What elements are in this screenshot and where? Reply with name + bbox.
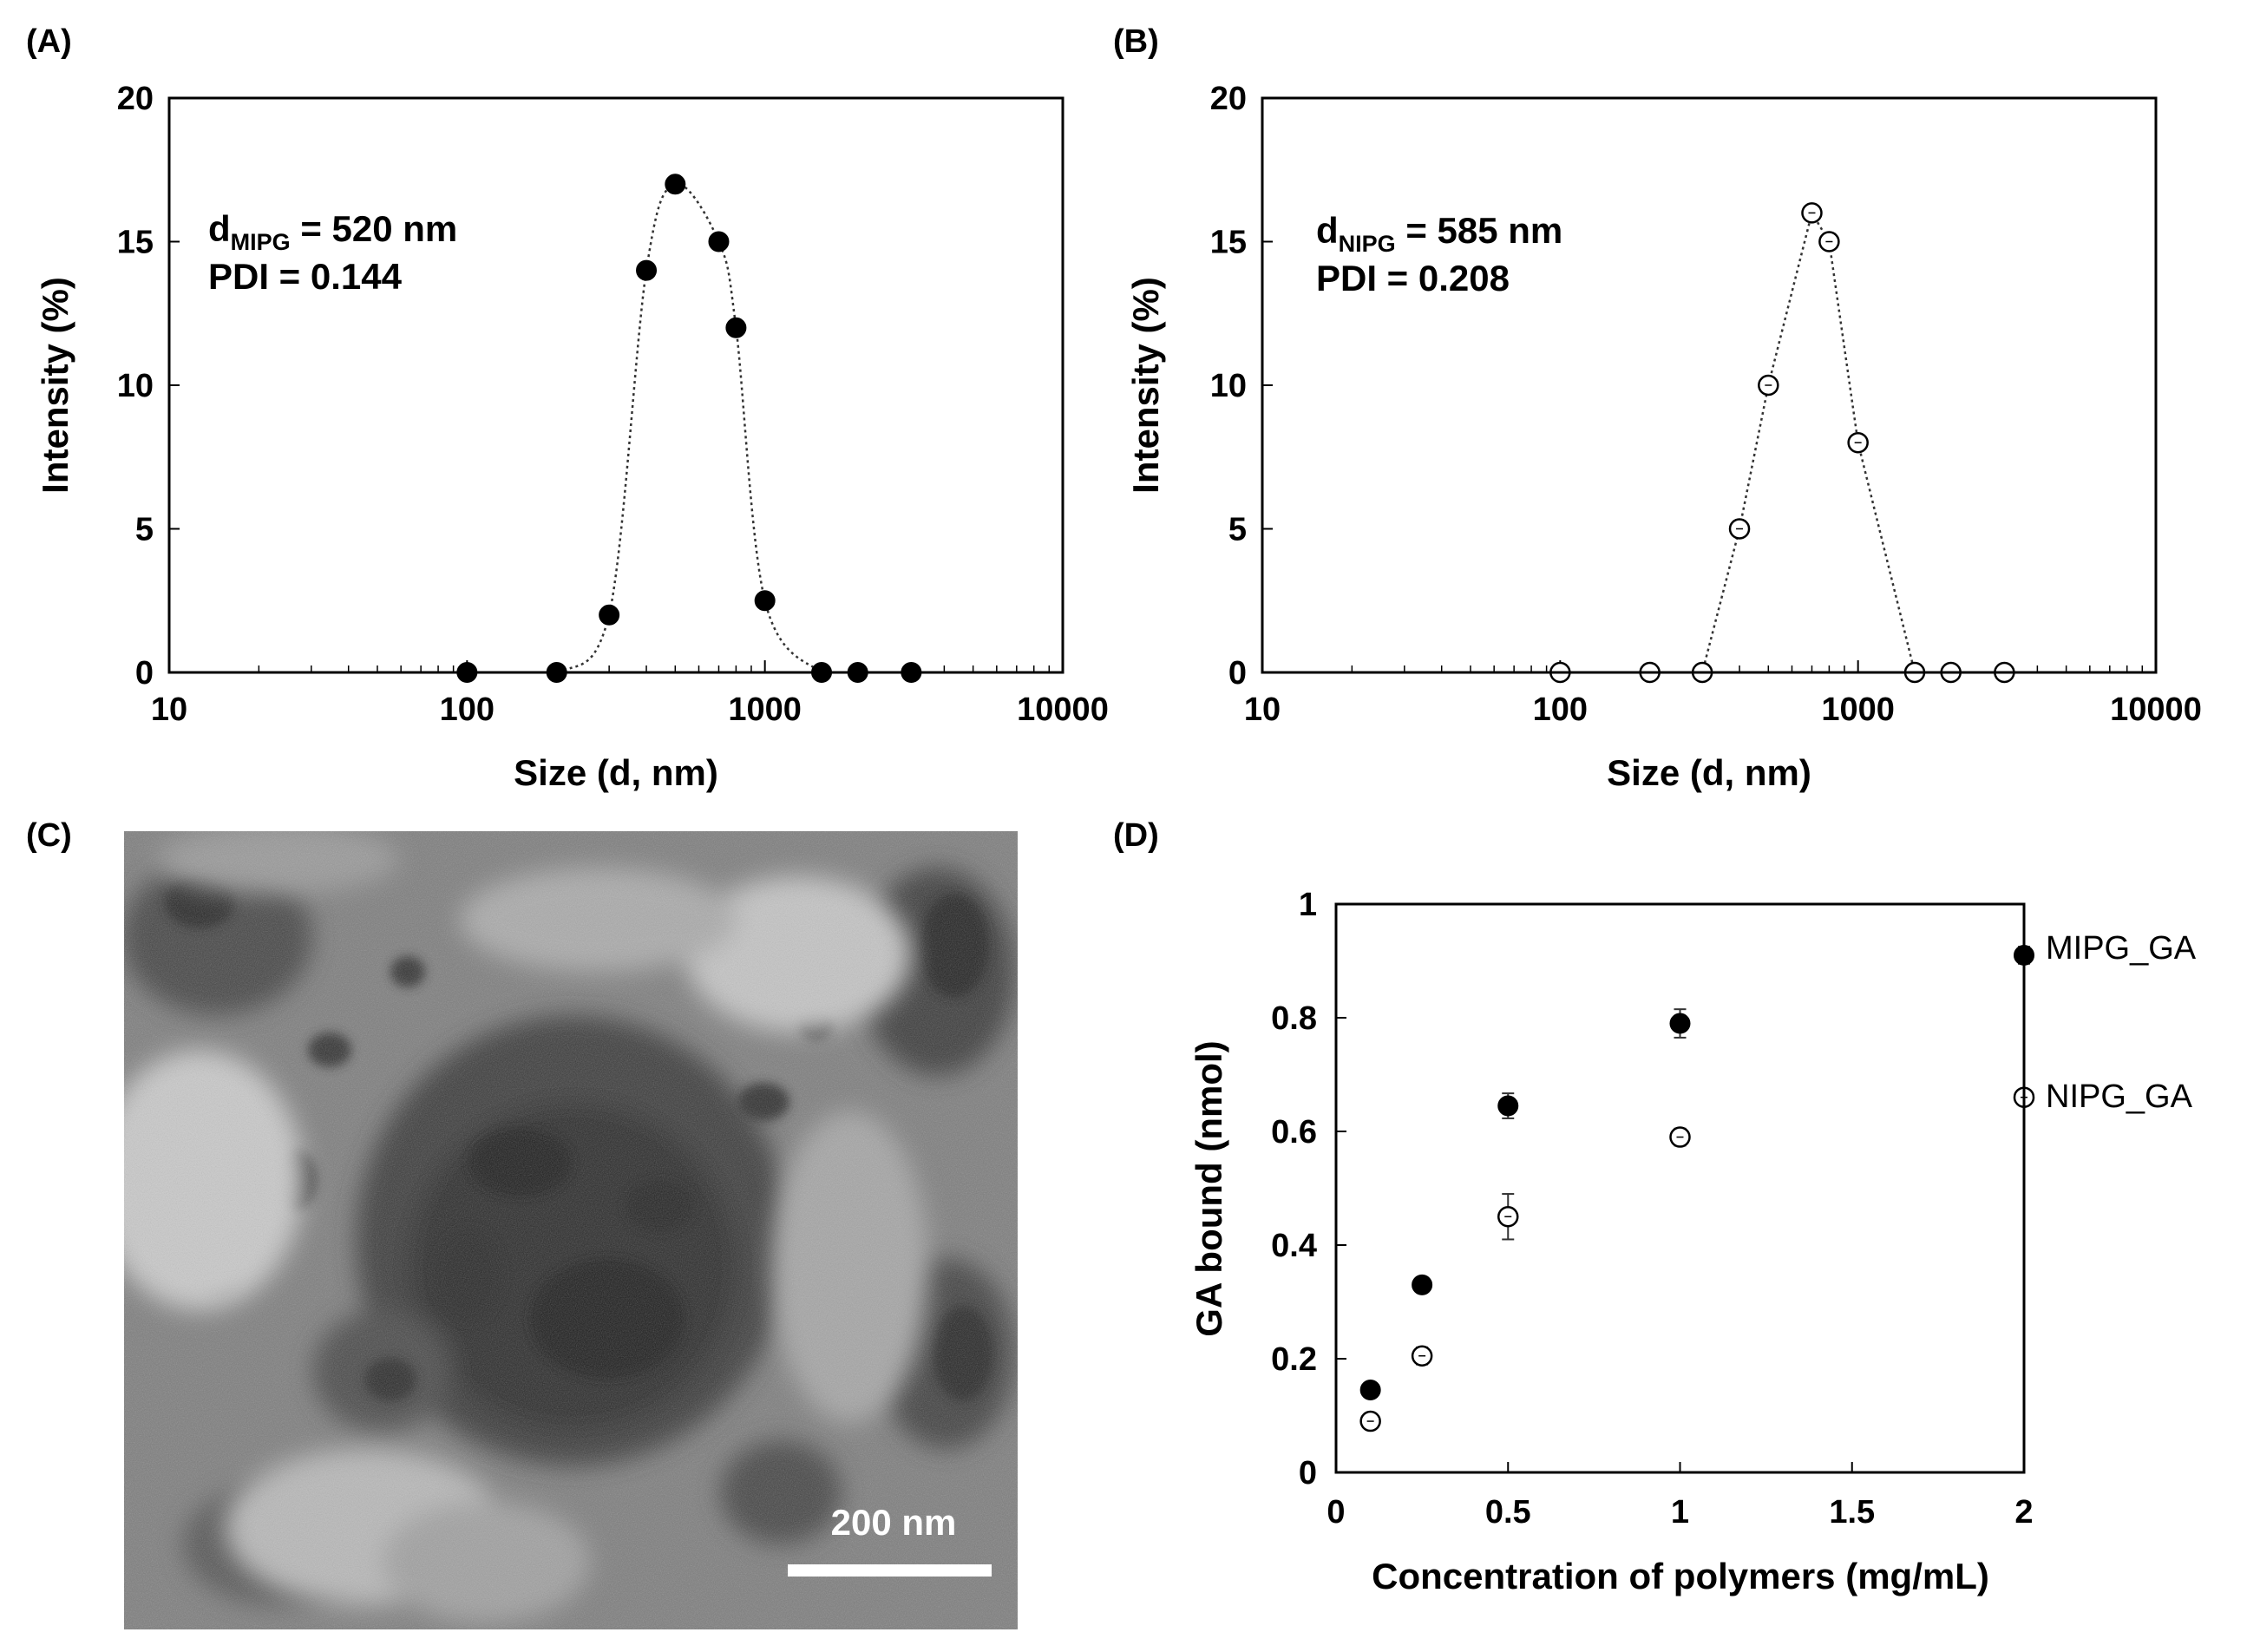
y-tick-label-b-2: 10 [1210,368,1247,404]
y-tick-label-a-0: 0 [135,655,154,692]
y-tick-label-d-0: 0 [1299,1455,1317,1491]
y-axis-label-a: Intensity (%) [35,277,75,494]
scale-bar-label: 200 nm [831,1502,957,1543]
x-tick-label-b-1: 100 [1533,692,1588,728]
plot-frame-d [1334,902,2026,1474]
y-tick-label-d-5: 1 [1299,887,1317,923]
x-tick-label-d-1: 0.5 [1485,1494,1531,1531]
y-tick-label-a-3: 15 [117,225,154,261]
data-point-a-4 [665,174,686,195]
axis-ticks-d: 0 0.2 0.4 0.6 0.8 1 0 0.5 1 1.5 2 [1271,887,2033,1531]
annotation-d-prefix-b: d [1316,210,1339,251]
points-b [1549,202,2015,684]
series-line-b [1560,210,2005,674]
y-tick-label-a-2: 10 [117,368,154,404]
x-tick-label-b-2: 1000 [1821,692,1895,728]
y-axis-label-d: GA bound (nmol) [1189,1040,1229,1336]
plot-frame-a [167,96,1064,674]
x-tick-label-b-0: 10 [1244,692,1281,728]
y-tick-label-d-1: 0.2 [1271,1341,1317,1378]
y-tick-label-d-2: 0.4 [1271,1228,1317,1264]
axis-ticks-b: 0 5 10 15 20 10 100 1000 10000 [1210,81,2202,728]
x-axis-label-a: Size (d, nm) [514,752,718,793]
x-axis-label-d: Concentration of polymers (mg/mL) [1372,1556,1989,1596]
annotation-d-subscript-b: NIPG [1339,231,1396,257]
x-tick-label-a-3: 10000 [1017,692,1109,728]
y-tick-label-d-4: 0.8 [1271,1000,1317,1037]
sem-micrograph: 200 nm [124,831,1018,1629]
y-tick-label-a-1: 5 [135,512,154,548]
curve-a [467,182,912,674]
chart-panel-d: 0 0.2 0.4 0.6 0.8 1 0 0.5 1 1.5 2 Concentration of… [1189,887,2197,1596]
scale-bar [788,1564,992,1577]
points-a [456,174,922,683]
y-tick-label-b-3: 15 [1210,225,1247,261]
annotation-pdi-b: PDI = 0.208 [1316,258,1510,298]
annotation-d-prefix: d [208,208,231,249]
chart-panel-a: 0 5 10 15 20 10 100 1000 10000 Size (d, nm) Inte… [35,81,1109,793]
annotation-d-value: = 520 nm [291,208,458,249]
data-point-a-7 [754,590,776,612]
x-tick-label-a-0: 10 [151,692,187,728]
data-point-d-0-1 [1412,1274,1433,1295]
data-point-a-3 [636,259,658,281]
x-tick-label-d-4: 2 [2014,1494,2033,1531]
annotation-d-nipg: dNIPG = 585 nm [1316,210,1562,257]
annotation-d-value-b: = 585 nm [1396,210,1563,251]
data-point-a-6 [725,317,747,338]
series-line-a [467,182,912,674]
series-label-nipg: NIPG_GA [2046,1078,2193,1115]
curve-b [1560,210,2005,674]
annotation-pdi-a: PDI = 0.144 [208,256,403,297]
y-tick-label-b-1: 5 [1228,512,1247,548]
data-point-a-5 [708,231,730,252]
y-axis-label-b: Intensity (%) [1125,277,1166,494]
x-tick-label-a-2: 1000 [728,692,802,728]
data-point-d-0-0 [1359,1380,1381,1401]
x-tick-label-d-3: 1.5 [1829,1494,1875,1531]
annotation-d-subscript: MIPG [231,229,291,255]
x-tick-label-d-0: 0 [1327,1494,1345,1531]
x-tick-label-a-1: 100 [440,692,495,728]
panel-label-c: (C) [26,817,72,854]
series-label-mipg: MIPG_GA [2046,930,2197,967]
data-point-d-0-3 [1669,1013,1691,1034]
x-tick-label-b-3: 10000 [2110,692,2202,728]
points-d [1359,944,2035,1432]
plot-frame-b [1261,96,2158,674]
x-tick-label-d-2: 1 [1671,1494,1689,1531]
x-axis-label-b: Size (d, nm) [1607,752,1811,793]
y-tick-label-a-4: 20 [117,81,154,117]
data-point-d-0-2 [1497,1095,1519,1117]
data-point-a-2 [599,604,620,626]
panel-label-d: (D) [1113,817,1159,854]
y-tick-label-d-3: 0.6 [1271,1114,1317,1150]
axis-ticks-a: 0 5 10 15 20 10 100 1000 10000 [117,81,1109,728]
y-tick-label-b-0: 0 [1228,655,1247,692]
chart-panel-b: 0 5 10 15 20 10 100 1000 10000 Size (d, nm) Inte… [1125,81,2202,793]
panel-label-b: (B) [1113,23,1159,60]
y-tick-label-b-4: 20 [1210,81,1247,117]
annotation-d-mipg: dMIPG = 520 nm [208,208,457,255]
panel-label-a: (A) [26,23,72,60]
